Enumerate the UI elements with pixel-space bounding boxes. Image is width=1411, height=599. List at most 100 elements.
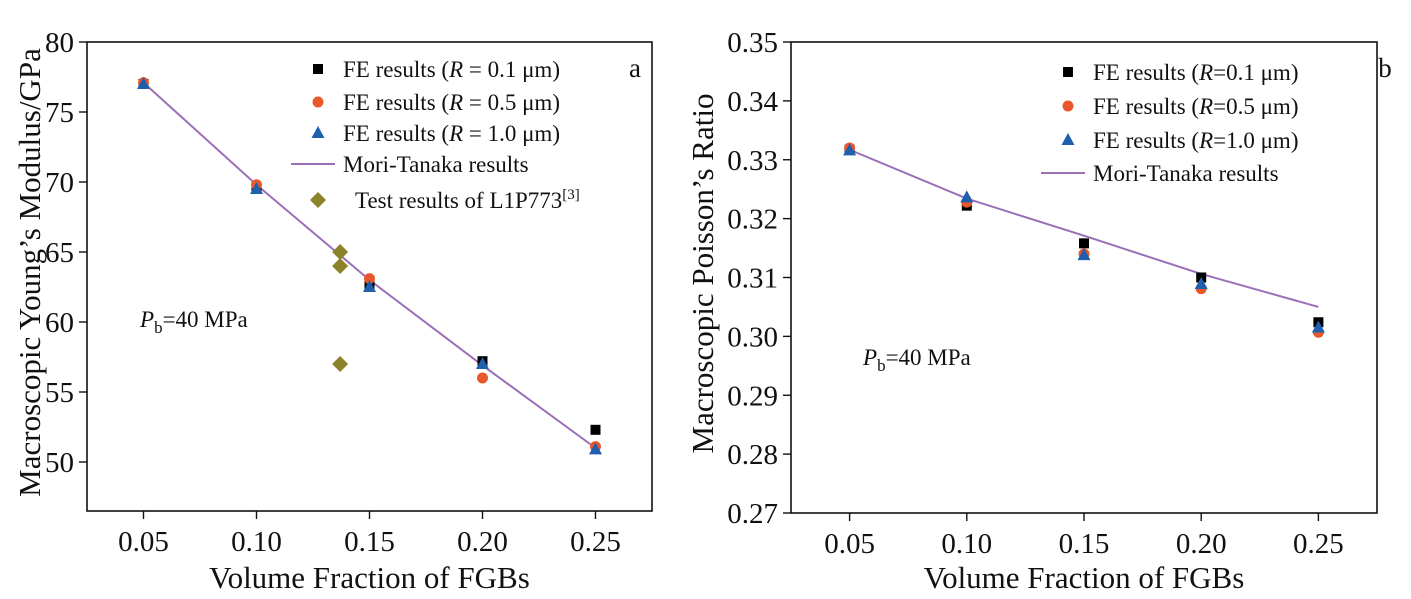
legend-symbol-triangle	[1061, 133, 1075, 145]
legend-entry: Mori-Tanaka results	[343, 152, 529, 177]
x-tick-label: 0.20	[457, 526, 508, 558]
legend-entry: Test results of L1P773[3]	[355, 187, 580, 213]
y-tick-label: 50	[45, 447, 74, 479]
data-point-triangle	[1194, 276, 1208, 289]
legend-symbol-triangle	[311, 126, 325, 138]
y-axis-label: Macroscopic Poisson’s Ratio	[685, 94, 720, 454]
x-axis-label: Volume Fraction of FGBs	[209, 560, 530, 595]
annotation-sub: b	[877, 356, 886, 375]
legend-text-italic: R	[448, 90, 463, 115]
legend-entry: FE results (R = 0.5 μm)	[343, 90, 560, 115]
legend-text: Mori-Tanaka results	[343, 152, 529, 177]
legend: FE results (R=0.1 μm)FE results (R=0.5 μ…	[1041, 60, 1298, 186]
legend-text: FE results (	[1093, 94, 1199, 119]
legend-entry: FE results (R=0.5 μm)	[1093, 94, 1298, 119]
legend: FE results (R = 0.1 μm)FE results (R = 0…	[291, 57, 580, 213]
legend-entry: Mori-Tanaka results	[1093, 161, 1279, 186]
y-tick-label: 0.27	[727, 498, 778, 530]
y-tick-label: 0.32	[727, 204, 778, 236]
legend-text-italic: R	[1198, 94, 1213, 119]
legend-text-italic: R	[448, 57, 463, 82]
legend-text: FE results (	[343, 121, 449, 146]
legend-text: =0.5 μm)	[1213, 94, 1298, 119]
y-tick-label: 60	[45, 307, 74, 339]
pressure-annotation: Pb=40 MPa	[862, 345, 971, 375]
data-point-triangle	[843, 143, 857, 156]
x-tick-label: 0.25	[570, 526, 621, 558]
chart-panel-b: 0.05 0.10 0.15 0.20 0.25 0.27 0.28 0.29 0.30 0.31…	[685, 27, 1392, 595]
data-point-triangle	[960, 190, 974, 203]
legend-text-italic: R	[1198, 128, 1213, 153]
legend-entry: FE results (R=0.1 μm)	[1093, 60, 1298, 85]
series-line-mori-tanaka	[849, 148, 1319, 308]
y-tick-label: 0.34	[727, 86, 778, 118]
y-tick-label: 75	[45, 97, 74, 129]
annotation-main: P	[139, 307, 154, 332]
y-axis-label: Macroscopic Young’s Modulus/GPa	[12, 48, 47, 497]
x-axis-label: Volume Fraction of FGBs	[924, 560, 1245, 595]
data-point-square	[590, 424, 601, 435]
legend-text: =0.1 μm)	[1213, 60, 1298, 85]
data-point-triangle	[137, 77, 150, 89]
annotation-main: P	[862, 345, 877, 370]
y-tick-label: 0.35	[727, 27, 778, 59]
y-tick-label: 0.33	[727, 145, 778, 177]
legend-text: = 0.1 μm)	[463, 57, 560, 82]
data-point-square	[1079, 238, 1089, 249]
y-tick-label: 0.31	[727, 263, 778, 295]
legend-symbol-square	[1063, 67, 1073, 77]
legend-symbol-diamond	[310, 192, 326, 208]
data-point-circle	[364, 273, 375, 285]
x-tick-label: 0.10	[941, 528, 992, 560]
y-tick-label: 0.29	[727, 380, 778, 412]
data-point-triangle	[1311, 320, 1325, 333]
legend-text: = 1.0 μm)	[463, 121, 560, 146]
x-tick-label: 0.15	[1059, 528, 1110, 560]
panel-label: b	[1378, 53, 1392, 83]
data-point-triangle	[1077, 248, 1091, 261]
x-tick-label: 0.05	[824, 528, 875, 560]
x-tick-label: 0.05	[118, 526, 169, 558]
x-tick-label: 0.25	[1293, 528, 1344, 560]
legend-text: = 0.5 μm)	[463, 90, 560, 115]
legend-text-italic: R	[448, 121, 463, 146]
legend-entry: FE results (R=1.0 μm)	[1093, 128, 1298, 153]
data-point-circle	[477, 372, 488, 384]
legend-entry: FE results (R = 1.0 μm)	[343, 121, 560, 146]
data-point-diamond	[332, 356, 349, 372]
legend-entry: FE results (R = 0.1 μm)	[343, 57, 560, 82]
data-point-diamond	[332, 244, 349, 260]
y-tick-label: 70	[45, 167, 74, 199]
legend-text: FE results (	[1093, 60, 1199, 85]
y-tick-label: 0.30	[727, 321, 778, 353]
data-point-triangle	[589, 442, 602, 455]
legend-symbol-circle	[312, 96, 324, 108]
x-tick-label: 0.20	[1176, 528, 1227, 560]
legend-text: =1.0 μm)	[1213, 128, 1298, 153]
legend-text: FE results (	[343, 90, 449, 115]
y-tick-label: 65	[45, 237, 74, 269]
pressure-annotation: Pb=40 MPa	[139, 307, 248, 337]
y-tick-label: 80	[45, 27, 74, 59]
panel-label: a	[629, 53, 641, 83]
annotation-rest: =40 MPa	[163, 307, 248, 332]
annotation-sub: b	[154, 318, 163, 337]
data-point-triangle	[250, 182, 263, 194]
data-point-diamond	[332, 258, 349, 274]
data-point-triangle	[363, 280, 376, 292]
legend-text: Mori-Tanaka results	[1093, 161, 1279, 186]
legend-text: Test results of L1P773	[355, 188, 562, 213]
annotation-rest: =40 MPa	[886, 345, 971, 370]
legend-text: FE results (	[1093, 128, 1199, 153]
x-tick-label: 0.10	[231, 526, 282, 558]
chart-panel-a: 0.05 0.10 0.15 0.20 0.25 50 55 60 65 70 75 80 Volume…	[12, 27, 653, 595]
x-tick-label: 0.15	[344, 526, 395, 558]
data-point-triangle	[476, 357, 489, 369]
legend-symbol-circle	[1062, 100, 1074, 112]
legend-text-italic: R	[1198, 60, 1213, 85]
legend-text: FE results (	[343, 57, 449, 82]
legend-symbol-square	[313, 64, 323, 74]
y-tick-label: 0.28	[727, 439, 778, 471]
y-tick-label: 55	[45, 377, 74, 409]
